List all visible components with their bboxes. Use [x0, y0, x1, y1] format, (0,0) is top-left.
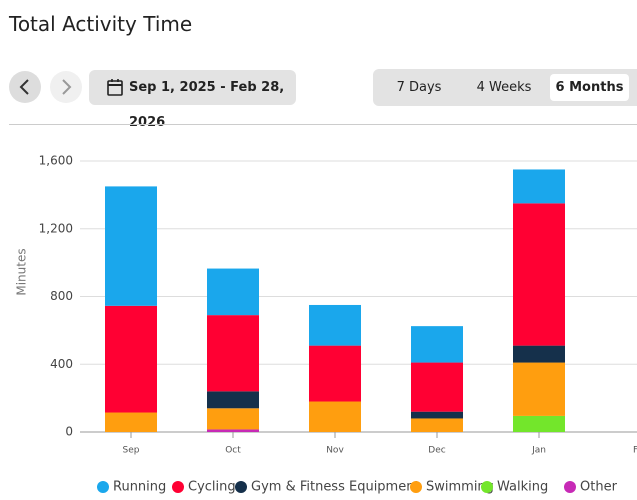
bar-segment	[513, 415, 565, 432]
legend-swatch	[172, 481, 184, 493]
bar-segment	[309, 345, 361, 402]
bar-segment	[207, 315, 259, 392]
bar-segment	[513, 362, 565, 416]
chart: Minutes 0 400 800 1,200 1,600 Sep Oct Nov Dec Jan F…	[15, 154, 637, 495]
legend-label: Walking	[497, 480, 548, 495]
y-tick-label: 400	[50, 357, 73, 371]
legend-swatch	[97, 481, 109, 493]
bar-segment	[309, 304, 361, 346]
date-range: Sep 1, 2025 - Feb 28, 2026	[129, 80, 285, 130]
date-range-button[interactable]: Sep 1, 2025 - Feb 28, 2026	[89, 70, 296, 130]
y-axis-label: Minutes	[15, 248, 29, 295]
bar-segment	[207, 268, 259, 316]
y-tick-label: 800	[50, 289, 73, 303]
calendar-icon	[107, 79, 123, 96]
x-tick-label: Sep	[123, 446, 140, 456]
legend-swatch	[564, 481, 576, 493]
bar-segment	[105, 186, 157, 306]
x-tick-label: Jan	[531, 446, 546, 456]
bar-segment	[207, 391, 259, 409]
page-title: Total Activity Time	[9, 12, 193, 36]
period-option[interactable]: 6 Months	[550, 74, 629, 101]
legend-swatch	[235, 481, 247, 493]
legend-label: Running	[113, 480, 166, 495]
bar-segment	[207, 408, 259, 430]
y-tick-label: 1,600	[39, 154, 73, 168]
bar-segment	[411, 326, 463, 363]
bar-segment	[411, 411, 463, 419]
legend-label: Other	[580, 480, 618, 495]
period-option[interactable]: 4 Weeks	[476, 80, 532, 95]
prev-button[interactable]	[9, 71, 41, 103]
x-tick-label: Dec	[428, 446, 445, 456]
next-icon	[62, 79, 72, 95]
legend-label: Gym & Fitness Equipment	[251, 480, 420, 495]
divider	[9, 124, 637, 125]
bar-segment	[513, 203, 565, 346]
period-selector: 7 Days 4 Weeks 6 Months	[373, 69, 637, 106]
period-option[interactable]: 7 Days	[396, 80, 442, 95]
bar-segment	[411, 418, 463, 432]
prev-icon	[19, 79, 29, 95]
x-tick-label: Nov	[326, 446, 344, 456]
x-tick-label: Feb	[633, 446, 637, 456]
x-tick-label: Oct	[225, 446, 241, 456]
bar-segment	[105, 305, 157, 413]
legend-swatch	[410, 481, 422, 493]
y-tick-label: 0	[65, 425, 73, 439]
bar-segment	[309, 401, 361, 432]
bar-segment	[207, 429, 259, 432]
bar-segment	[513, 345, 565, 363]
bar-segment	[411, 362, 463, 412]
y-tick-label: 1,200	[39, 221, 73, 235]
bar-segment	[513, 169, 565, 204]
legend-label: Cycling	[188, 480, 236, 495]
legend-swatch	[481, 481, 493, 493]
next-button[interactable]	[50, 71, 82, 103]
legend-label: Swimming	[426, 480, 494, 495]
bar-segment	[105, 412, 157, 432]
